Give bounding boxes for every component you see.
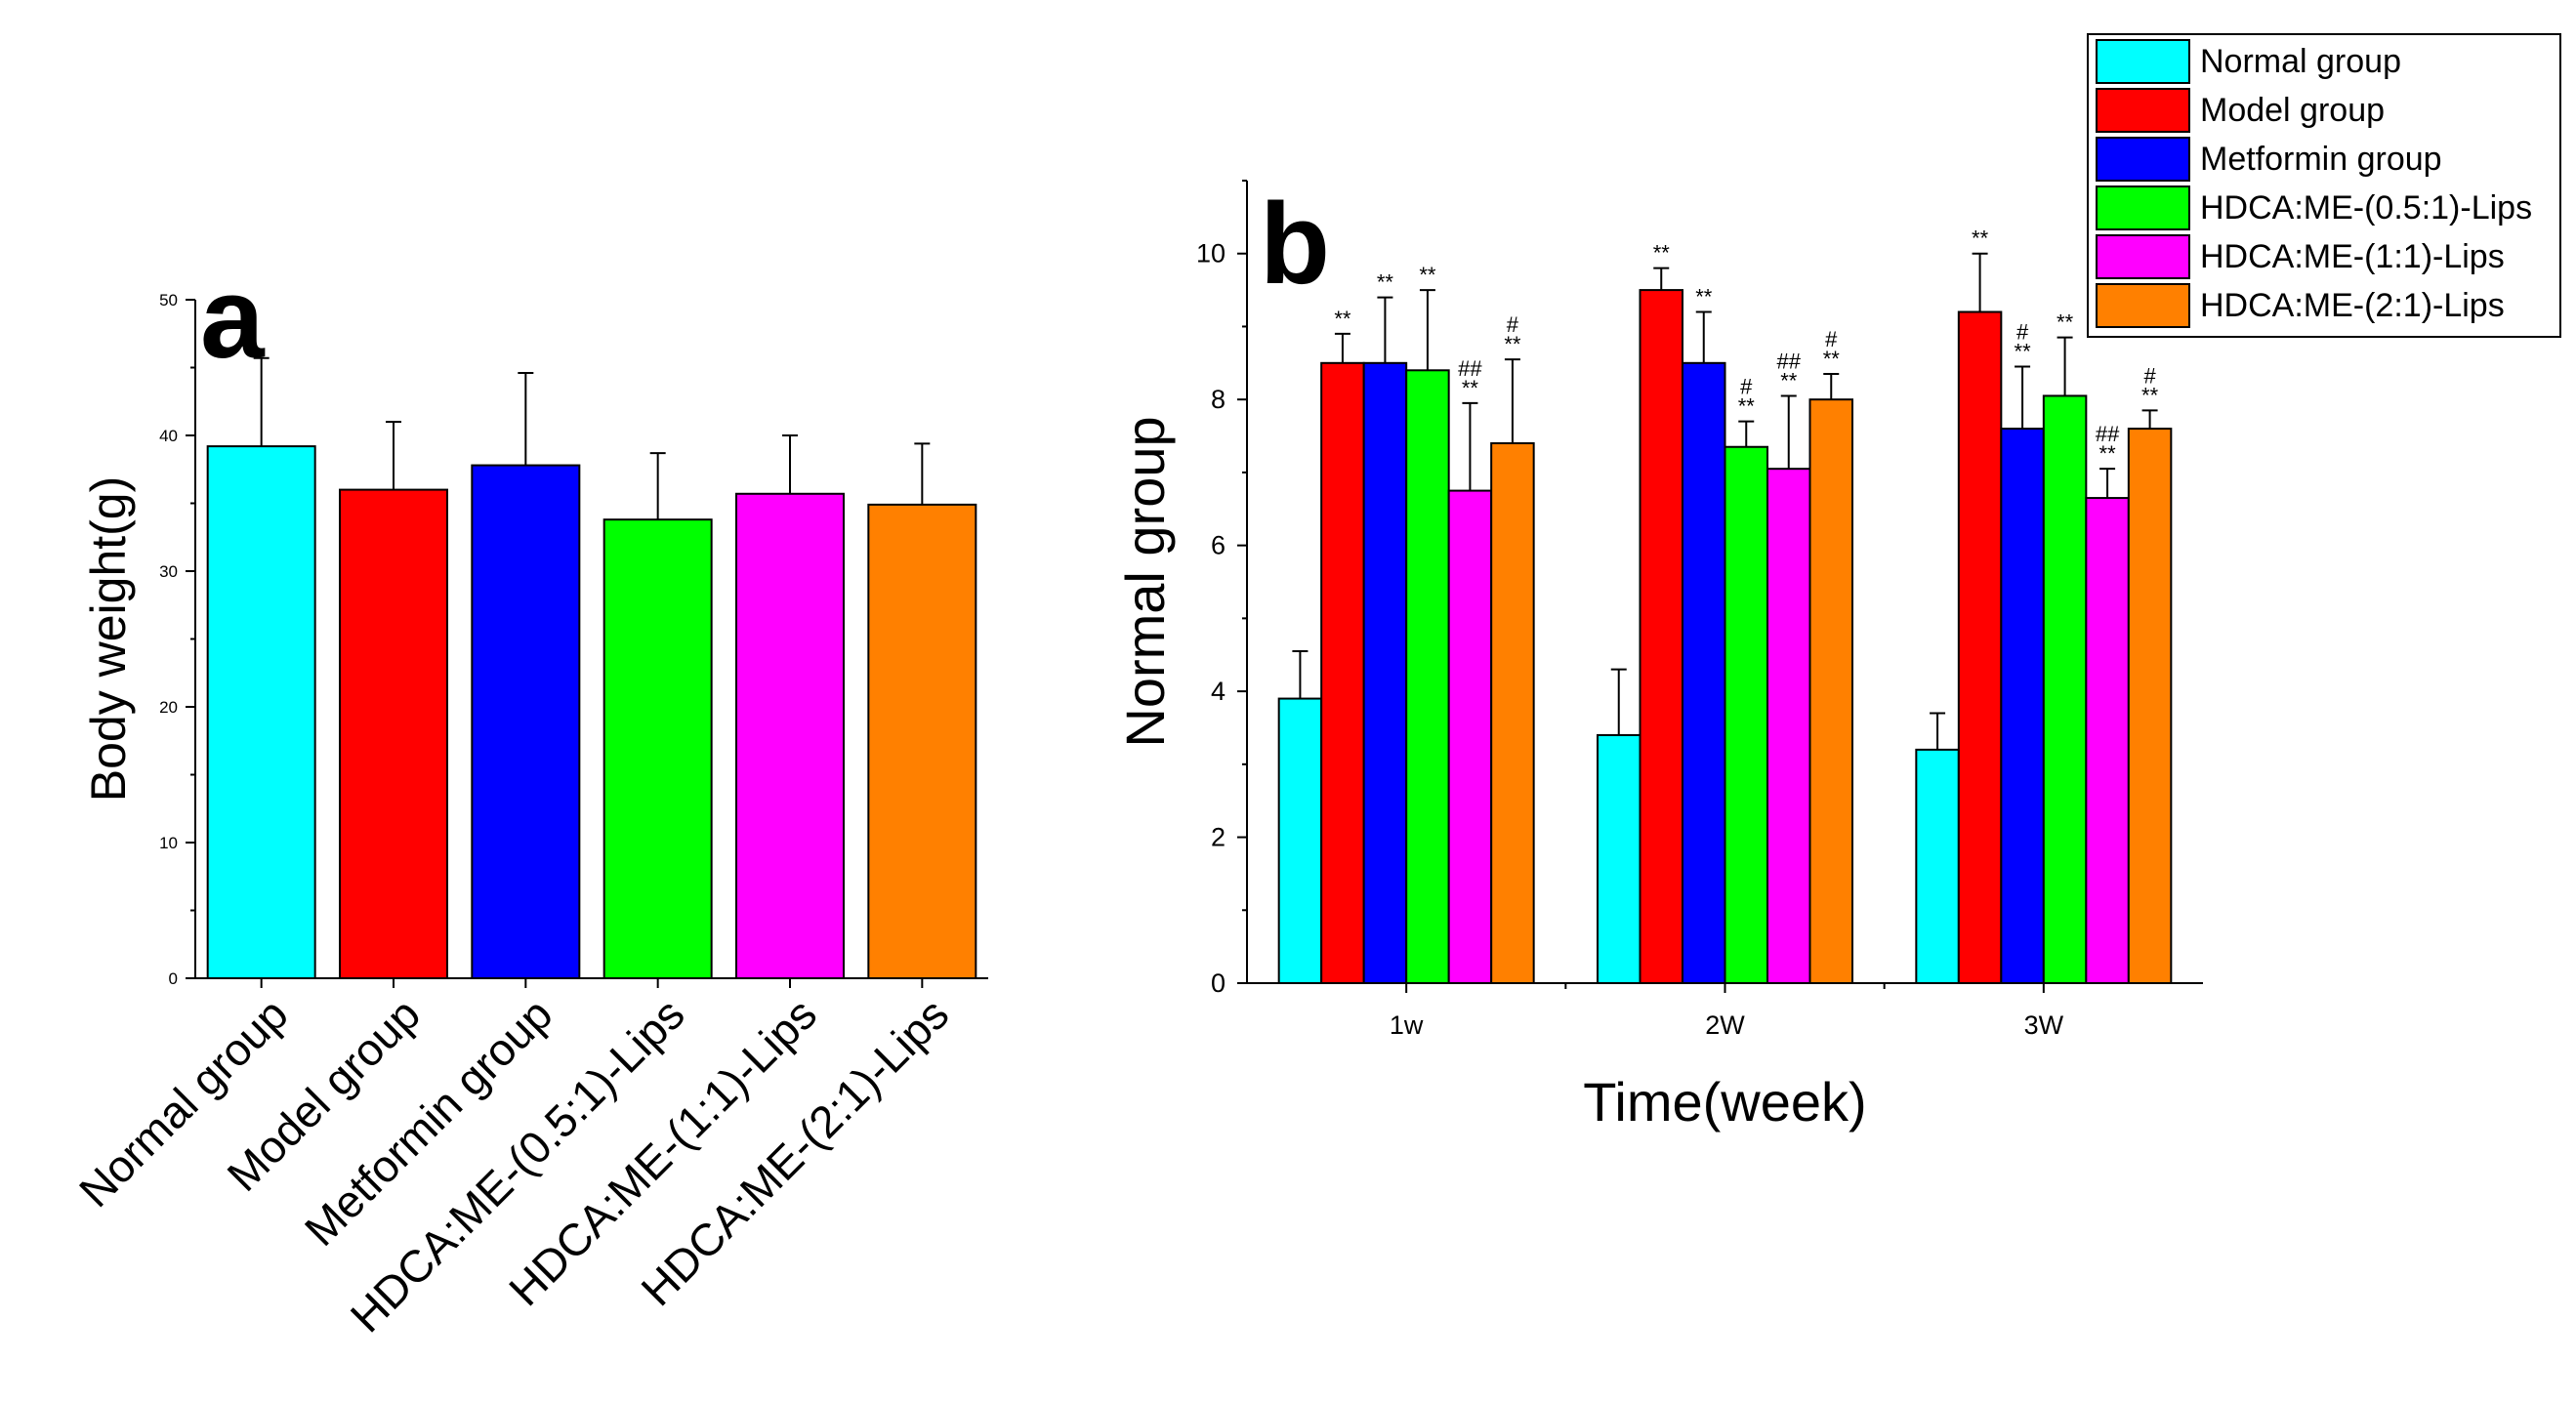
significance-marker: ** <box>2057 310 2074 335</box>
y-tick-label: 10 <box>1196 239 1226 268</box>
bar-series-4 <box>1766 468 1811 984</box>
significance-marker: ** <box>1334 307 1351 331</box>
bar-series-5 <box>1808 398 1853 984</box>
y-tick-label: 8 <box>1211 385 1226 414</box>
y-tick-label: 6 <box>1211 531 1226 560</box>
bar-series-0 <box>1915 748 1960 985</box>
x-axis-title: Time(week) <box>1583 1071 1866 1133</box>
bar-series-2 <box>1362 361 1408 984</box>
significance-marker: ** <box>1695 285 1713 309</box>
significance-marker: # ** <box>1504 312 1521 356</box>
legend-swatch <box>2096 185 2190 230</box>
y-tick-label: 50 <box>159 291 178 309</box>
legend-label: HDCA:ME-(1:1)-Lips <box>2200 238 2505 275</box>
bar-series-3 <box>1724 445 1768 985</box>
bar-0 <box>206 445 316 979</box>
bar-series-2 <box>1682 361 1726 984</box>
bar-series-3 <box>1405 369 1450 985</box>
significance-marker: ## ** <box>1458 356 1482 400</box>
legend-label: Metformin group <box>2200 141 2442 178</box>
legend-label: HDCA:ME-(0.5:1)-Lips <box>2200 189 2532 227</box>
bar-series-4 <box>1447 489 1493 984</box>
bar-2 <box>471 464 581 979</box>
significance-marker: # ** <box>1823 327 1841 371</box>
y-tick-label: 0 <box>169 969 178 988</box>
y-tick-label: 0 <box>1211 968 1226 998</box>
legend-swatch <box>2096 39 2190 84</box>
significance-marker: # ** <box>2141 363 2159 407</box>
category-label: Metformin group <box>295 988 562 1256</box>
bar-1 <box>339 488 448 979</box>
legend-swatch <box>2096 234 2190 279</box>
category-label: 2W <box>1705 1010 1745 1040</box>
bar-series-0 <box>1597 733 1641 984</box>
y-tick-label: 20 <box>159 698 178 717</box>
y-tick-label: 10 <box>159 834 178 852</box>
y-tick-label: 2 <box>1211 823 1226 852</box>
panel-b-time-course-chart: 0 2 4 6 8 10 1w ** ** ** ## ** # ** 2W ** ** # ** ## ** # ** 3W… <box>1114 33 2561 1133</box>
significance-marker: ## ** <box>1777 349 1802 392</box>
bar-series-1 <box>1639 289 1683 985</box>
significance-marker: # ** <box>1738 375 1756 419</box>
legend-swatch <box>2096 137 2190 182</box>
category-label: 3W <box>2024 1010 2064 1040</box>
legend-label: HDCA:ME-(2:1)-Lips <box>2200 287 2505 324</box>
bar-5 <box>867 503 977 979</box>
y-tick-label: 40 <box>159 427 178 445</box>
bar-series-1 <box>1320 361 1365 984</box>
significance-marker: ** <box>1377 270 1394 295</box>
significance-marker: ** <box>1419 263 1436 287</box>
y-tick-label: 4 <box>1211 677 1226 706</box>
legend-label: Normal group <box>2200 43 2401 80</box>
y-axis-title: Body weight(g) <box>81 476 136 803</box>
panel-letter-a: a <box>200 254 266 383</box>
bar-3 <box>602 518 713 979</box>
legend: Normal group Model group Metformin group HD… <box>2087 33 2561 338</box>
bar-series-5 <box>1490 442 1535 984</box>
bar-series-0 <box>1277 697 1323 985</box>
bar-series-4 <box>2085 497 2130 984</box>
panel-letter-b: b <box>1260 180 1330 309</box>
bar-4 <box>735 492 845 979</box>
significance-marker: ## ** <box>2096 422 2120 466</box>
legend-swatch <box>2096 283 2190 328</box>
bar-series-3 <box>2042 394 2088 985</box>
category-label: 1w <box>1390 1010 1424 1040</box>
y-axis-title: Normal group <box>1114 416 1176 747</box>
legend-label: Model group <box>2200 92 2385 129</box>
significance-marker: ** <box>1972 227 1989 251</box>
significance-marker: # ** <box>2015 320 2032 364</box>
significance-marker: ** <box>1653 241 1671 266</box>
bar-series-2 <box>2000 428 2045 984</box>
y-tick-label: 30 <box>159 562 178 581</box>
bar-series-1 <box>1957 310 2003 984</box>
bar-series-5 <box>2127 428 2173 984</box>
legend-swatch <box>2096 88 2190 133</box>
